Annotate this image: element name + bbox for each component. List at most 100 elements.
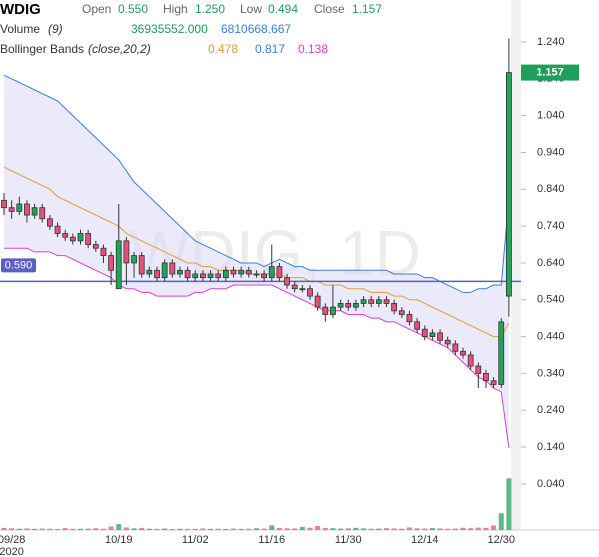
volume-bar — [437, 528, 443, 530]
volume-bar — [154, 528, 160, 530]
price-line-label-box — [1, 258, 36, 273]
field-value: 0.550 — [118, 2, 148, 16]
price-line-label: 0.590 — [5, 259, 33, 271]
volume-bar — [55, 529, 61, 530]
volume-bar — [246, 528, 252, 530]
volume-bar — [406, 527, 412, 530]
volume-bar — [345, 528, 351, 530]
candle-body — [8, 207, 15, 212]
candle-body — [1, 199, 7, 209]
volume-bar — [238, 528, 244, 530]
volume-bar — [276, 527, 282, 530]
candle-body — [421, 328, 428, 337]
volume-bar — [475, 527, 481, 530]
candle-body — [261, 273, 268, 279]
volume-bar — [452, 528, 458, 530]
band-fill — [4, 75, 509, 448]
volume-bar — [93, 528, 99, 530]
candle-body — [483, 373, 489, 382]
volume-bar — [16, 528, 22, 530]
volume-bar — [483, 527, 489, 530]
candle-body — [268, 266, 275, 279]
volume-bar — [185, 528, 191, 530]
volume-bar — [70, 528, 76, 530]
volume-bar — [85, 528, 91, 530]
candle-body — [398, 310, 405, 315]
volume-bar — [131, 528, 137, 530]
candle-body — [230, 269, 237, 275]
candle-body — [352, 303, 359, 308]
candle-body — [437, 332, 443, 341]
volume-bar — [177, 528, 183, 530]
volume-bar — [506, 478, 512, 530]
plot: WDIG, 1D0.0400.1400.2400.3400.4400.5400.… — [0, 36, 579, 557]
x-year-label: 2020 — [0, 546, 24, 557]
volume-bar — [200, 528, 206, 530]
volume-bar — [353, 527, 359, 530]
candle-body — [77, 233, 84, 242]
volume-bar — [322, 528, 328, 530]
volume-bar — [269, 525, 275, 530]
candle-body — [184, 269, 191, 279]
candle-body — [452, 343, 459, 352]
last-price-label: 1.157 — [536, 66, 564, 78]
volume-bar — [192, 529, 198, 530]
candle-body — [345, 303, 352, 308]
volume-bar — [169, 529, 175, 530]
candle-body — [92, 244, 99, 249]
volume-bar — [231, 528, 236, 530]
candle-body — [123, 240, 130, 264]
volume-bar — [361, 528, 367, 530]
candle-body — [31, 207, 38, 216]
candle-body — [391, 303, 398, 312]
candle-body — [490, 380, 497, 385]
candle-body — [238, 269, 245, 275]
candle-body — [406, 314, 413, 323]
y-tick-label: 0.240 — [537, 404, 565, 416]
candle-body — [54, 225, 61, 234]
last-price-box — [521, 64, 579, 81]
volume-bar — [284, 528, 290, 530]
indicator-name: Bollinger Bands — [0, 42, 84, 56]
volume-bar — [215, 528, 221, 530]
symbol: WDIG — [0, 1, 41, 18]
volume-bar — [62, 528, 68, 530]
candle-body — [498, 321, 505, 385]
indicator-params: (9) — [48, 22, 63, 36]
indicator-value: 6810668.667 — [221, 22, 291, 36]
volume-bar — [78, 528, 83, 530]
legend-header: WDIG Open 0.550 High 1.250 Low 0.494 Close 1.157… — [0, 1, 382, 56]
x-tick-label: 12/30 — [487, 534, 515, 546]
volume-bar — [429, 528, 435, 530]
candle-body — [460, 350, 466, 356]
y-tick-label: 0.340 — [537, 367, 565, 379]
x-tick-label: 11/02 — [182, 534, 209, 546]
candle-body — [24, 203, 30, 216]
candle-body — [299, 288, 306, 291]
y-tick-label: 1.040 — [537, 110, 565, 122]
volume-bar — [108, 526, 114, 530]
candle-body — [475, 365, 482, 374]
candle-body — [215, 273, 222, 279]
x-tick-label: 11/16 — [258, 534, 285, 546]
x-tick-label: 09/28 — [0, 534, 25, 546]
field-value: 1.157 — [352, 2, 382, 16]
volume-bar — [307, 527, 313, 530]
field-value: 1.250 — [195, 2, 225, 16]
candle-body — [276, 266, 283, 279]
field-value: 0.494 — [268, 2, 298, 16]
candle-body — [284, 277, 290, 286]
y-tick-label: 0.540 — [537, 294, 565, 306]
x-tick-label: 11/30 — [335, 534, 362, 546]
candle-body — [146, 269, 153, 275]
candle-body — [360, 299, 367, 304]
volume-bar — [261, 528, 267, 530]
candle-body — [177, 269, 183, 275]
volume-bar — [468, 528, 474, 530]
candle-body — [429, 332, 436, 337]
candle-body — [368, 299, 375, 304]
candle-body — [337, 303, 344, 308]
y-tick-label: 0.840 — [537, 183, 565, 195]
volume-bar — [162, 528, 168, 530]
